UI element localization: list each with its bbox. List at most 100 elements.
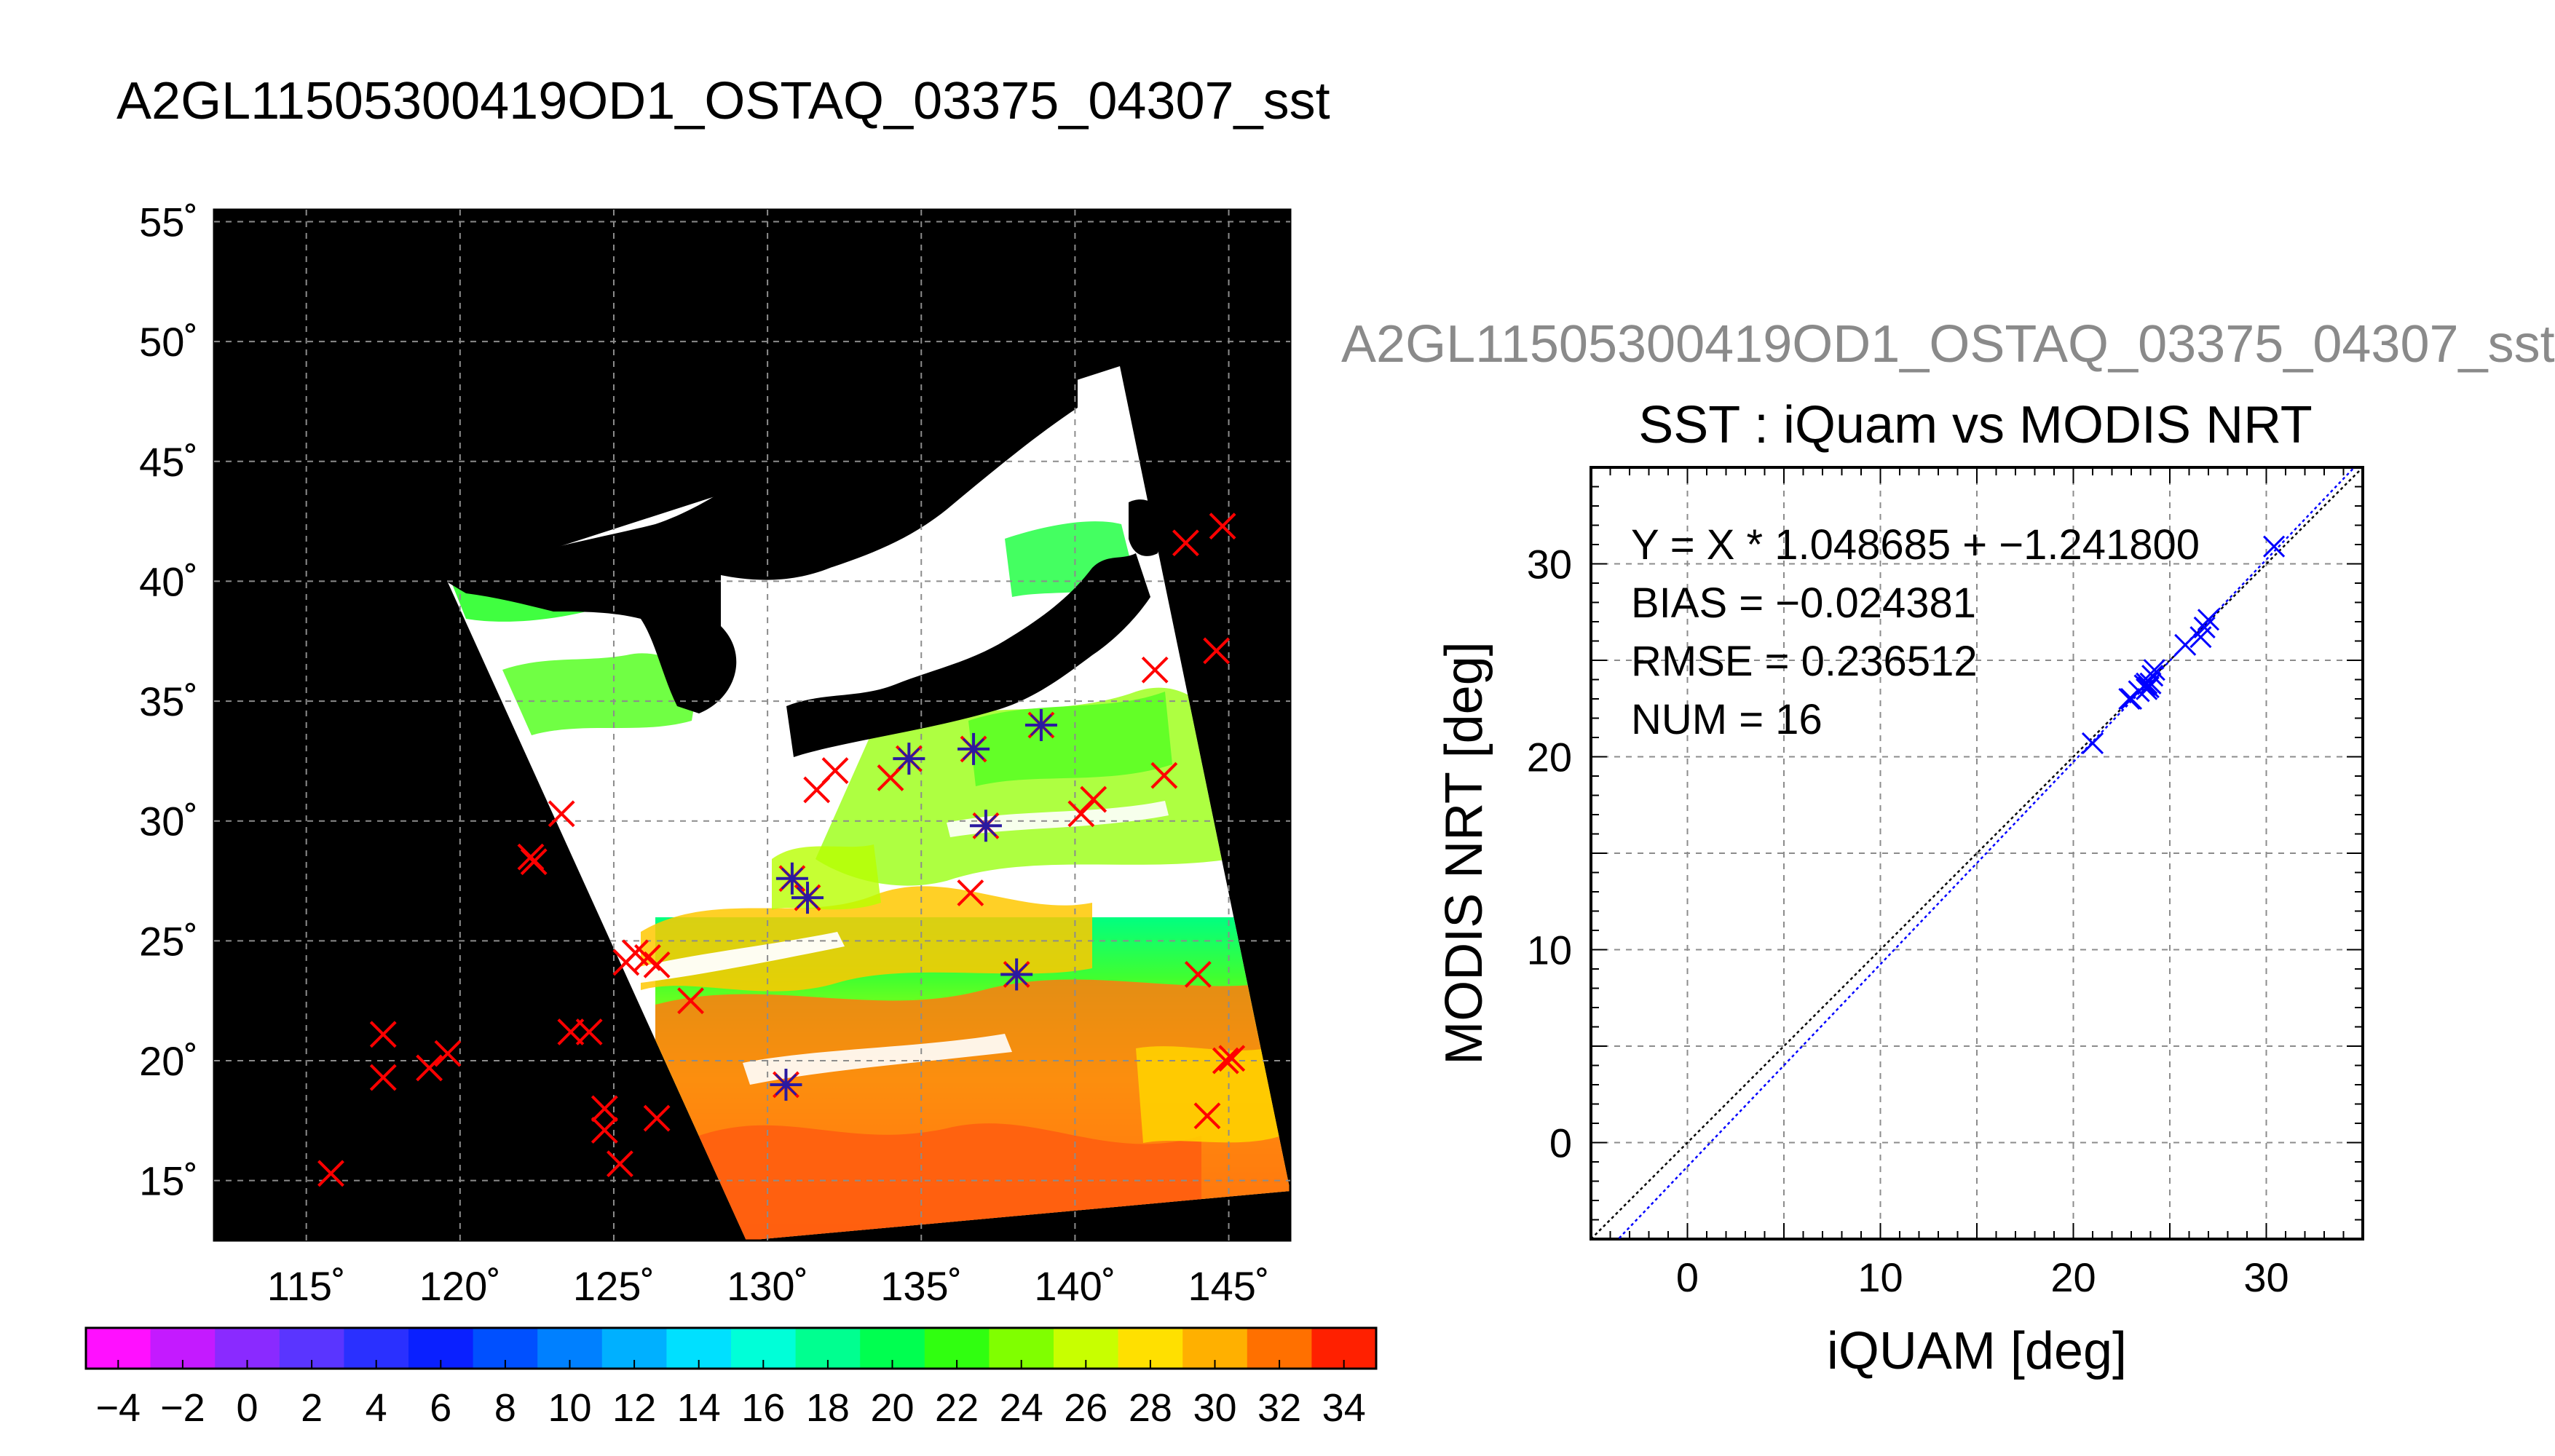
colorbar-tick-label: 20 [870,1386,914,1430]
colorbar-tick-label: 16 [741,1386,785,1430]
map-unmatched-marker [1172,529,1199,557]
scatter-points [2081,535,2286,755]
map-title: A2GL11505300419OD1_OSTAQ_03375_04307_sst [117,72,1330,130]
map-unmatched-marker [591,1117,618,1144]
map-lon-tick-label: 135˚ [880,1263,962,1309]
map-lat-tick-label: 35˚ [139,678,198,724]
colorbar-tick-label: 8 [494,1386,516,1430]
map-unmatched-marker [1184,961,1212,988]
asia-landmass [448,331,1078,713]
rmse-label: RMSE = 0.236512 [1631,638,1978,685]
scatter-x-tick-label: 20 [2050,1254,2096,1300]
map-lat-tick-label: 20˚ [139,1038,198,1084]
scatter-y-axis-label: MODIS NRT [deg] [1435,641,1493,1065]
colorbar-tick-label: 24 [1000,1386,1043,1430]
colorbar-tick-label: 26 [1064,1386,1107,1430]
scatter-point [2139,672,2162,695]
colorbar-tick-label: 6 [430,1386,451,1430]
scatter-x-tick-label: 0 [1676,1254,1699,1300]
map-grid [214,210,1290,1241]
colorbar-tick-label: 4 [366,1386,387,1430]
map-unmatched-marker [643,1104,671,1132]
hokkaido-landmass [1129,499,1165,556]
num-label: NUM = 16 [1631,696,1823,743]
colorbar-tick-label: −4 [96,1386,141,1430]
map-matched-marker [893,743,925,775]
map-lon-tick-label: 115˚ [267,1263,346,1309]
map-unmatched-marker [1067,800,1095,828]
map-unmatched-marker [1212,1047,1239,1075]
scatter-point [2136,678,2158,700]
map-unmatched-marker [1141,656,1169,684]
colorbar-tick-label: 0 [236,1386,258,1430]
scatter-grid [1591,467,2363,1239]
map-matched-marker [1024,709,1057,741]
map-unmatched-marker [1150,761,1178,789]
scatter-point [2174,633,2197,656]
scatter-y-tick-label: 20 [1527,735,1572,780]
map-unmatched-marker [957,879,984,906]
scatter-axis-ticks: 0 10 20 30 0 10 20 30 [1527,467,2364,1300]
colorbar-tick-label: 18 [806,1386,850,1430]
colorbar-tick-label: 14 [677,1386,721,1430]
map-unmatched-marker [591,1095,618,1123]
map-lat-tick-label: 25˚ [139,918,198,964]
colorbar-tick-label: 34 [1322,1386,1366,1430]
sst-map: 115˚ 120˚ 125˚ 130˚ 135˚ 140˚ 145˚ 55˚ 50˚ 45˚ 40˚… [139,199,1292,1309]
sst-green-patch-2 [968,692,1172,786]
colorbar-tick-label: 22 [935,1386,979,1430]
map-unmatched-marker [520,848,548,876]
map-unmatched-marker [416,1054,443,1082]
map-lat-tick-label: 50˚ [139,319,198,365]
scatter-point [2189,626,2212,649]
map-lon-tick-label: 145˚ [1188,1263,1269,1309]
scatter-file-title: A2GL11505300419OD1_OSTAQ_03375_04307_sst [1341,315,2555,373]
colorbar-frame [84,1326,1378,1370]
map-lat-tick-label: 45˚ [139,439,198,485]
map-unmatched-marker [434,1040,462,1067]
scatter-title: SST : iQuam vs MODIS NRT [1638,396,2313,454]
map-unmatched-marker [1203,637,1231,665]
colorbar-tick-label: 12 [612,1386,656,1430]
map-unmatched-marker [1209,513,1236,540]
map-lat-tick-label: 40˚ [139,558,198,604]
japan-landmass [786,553,1150,757]
scatter-x-tick-label: 30 [2243,1254,2289,1300]
map-lon-tick-label: 140˚ [1034,1263,1115,1309]
scatter-point [2120,687,2143,711]
map-lon-tick-label: 120˚ [419,1263,501,1309]
scatter-point [2081,732,2104,755]
map-matched-marker [775,862,808,895]
colorbar-tick-label: 32 [1257,1386,1301,1430]
sst-yellow-patch [641,886,1092,992]
map-unmatched-marker [317,1160,344,1187]
map-unmatched-marker [821,757,849,784]
map-unmatched-marker [677,987,704,1015]
regression-label: Y = X * 1.048685 + −1.241800 [1631,521,2200,569]
scatter-reference-lines [1591,467,2363,1239]
map-unmatched-marker [1080,786,1107,813]
map-matched-marker [969,810,1002,842]
scatter-point [2197,609,2220,631]
scatter-point [2263,535,2286,558]
sst-yellowsea-patch [502,653,699,735]
map-lat-tick-label: 55˚ [139,199,198,245]
one-to-one-line [1591,467,2363,1239]
bias-label: BIAS = −0.024381 [1631,579,1976,627]
scatter-plot: SST : iQuam vs MODIS NRT 0 10 20 300102030 … [1435,396,2364,1380]
map-lon-tick-label: 125˚ [573,1263,655,1309]
map-matched-marker [791,882,824,914]
scatter-y-tick-label: 30 [1527,542,1572,587]
colorbar-tick-label: 2 [301,1386,323,1430]
map-frame [213,208,1292,1242]
map-unmatched-marker [607,1150,633,1178]
map-unmatched-marker [369,1021,397,1048]
map-unmatched-marker [1218,1045,1246,1072]
scatter-x-tick-label: 10 [1857,1254,1903,1300]
map-matched-marker [1000,958,1033,991]
map-lon-tick-label: 130˚ [727,1263,808,1309]
map-unmatched-marker [575,1018,603,1045]
scatter-y-tick-label: 0 [1549,1120,1572,1166]
